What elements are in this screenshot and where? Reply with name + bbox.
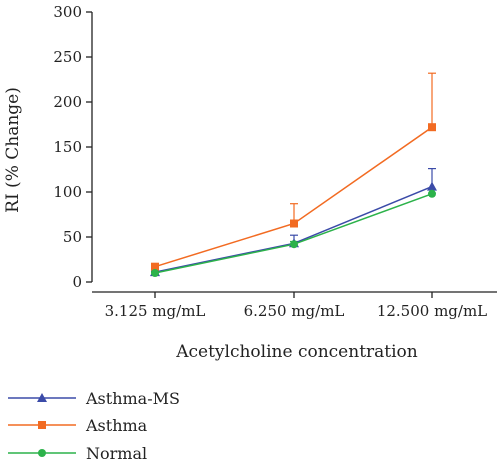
x-axis-title: Acetylcholine concentration bbox=[175, 342, 418, 362]
x-tick-label: 6.250 mg/mL bbox=[244, 302, 345, 320]
data-point bbox=[290, 219, 298, 228]
y-tick-label: 150 bbox=[53, 138, 82, 156]
data-point bbox=[290, 240, 298, 249]
x-tick-label: 12.500 mg/mL bbox=[377, 302, 487, 320]
y-axis-title: RI (% Change) bbox=[3, 87, 23, 213]
y-tick-label: 250 bbox=[53, 48, 82, 66]
data-point bbox=[428, 189, 436, 198]
legend: Asthma-MS Asthma Normal bbox=[8, 389, 180, 463]
y-axis: 0 50 100 150 200 250 300 bbox=[53, 3, 93, 291]
y-tick-label: 200 bbox=[53, 93, 82, 111]
data-point bbox=[151, 262, 159, 271]
data-markers bbox=[150, 123, 437, 277]
x-tick-label: 3.125 mg/mL bbox=[105, 302, 206, 320]
x-axis: 3.125 mg/mL 6.250 mg/mL 12.500 mg/mL bbox=[92, 291, 497, 320]
legend-label: Normal bbox=[86, 444, 147, 463]
legend-marker bbox=[38, 421, 46, 429]
y-tick-label: 0 bbox=[72, 273, 82, 291]
y-tick-label: 50 bbox=[63, 228, 82, 246]
data-point bbox=[151, 269, 159, 277]
legend-label: Asthma bbox=[85, 416, 148, 435]
legend-label: Asthma-MS bbox=[85, 389, 180, 408]
y-tick-label: 300 bbox=[53, 3, 82, 21]
series-lines bbox=[154, 126, 433, 274]
series-line-asthma-ms bbox=[154, 185, 433, 273]
legend-marker bbox=[38, 449, 46, 457]
legend-marker bbox=[37, 393, 47, 402]
y-tick-label: 100 bbox=[53, 183, 82, 201]
data-point bbox=[428, 123, 436, 132]
data-point bbox=[427, 181, 437, 191]
